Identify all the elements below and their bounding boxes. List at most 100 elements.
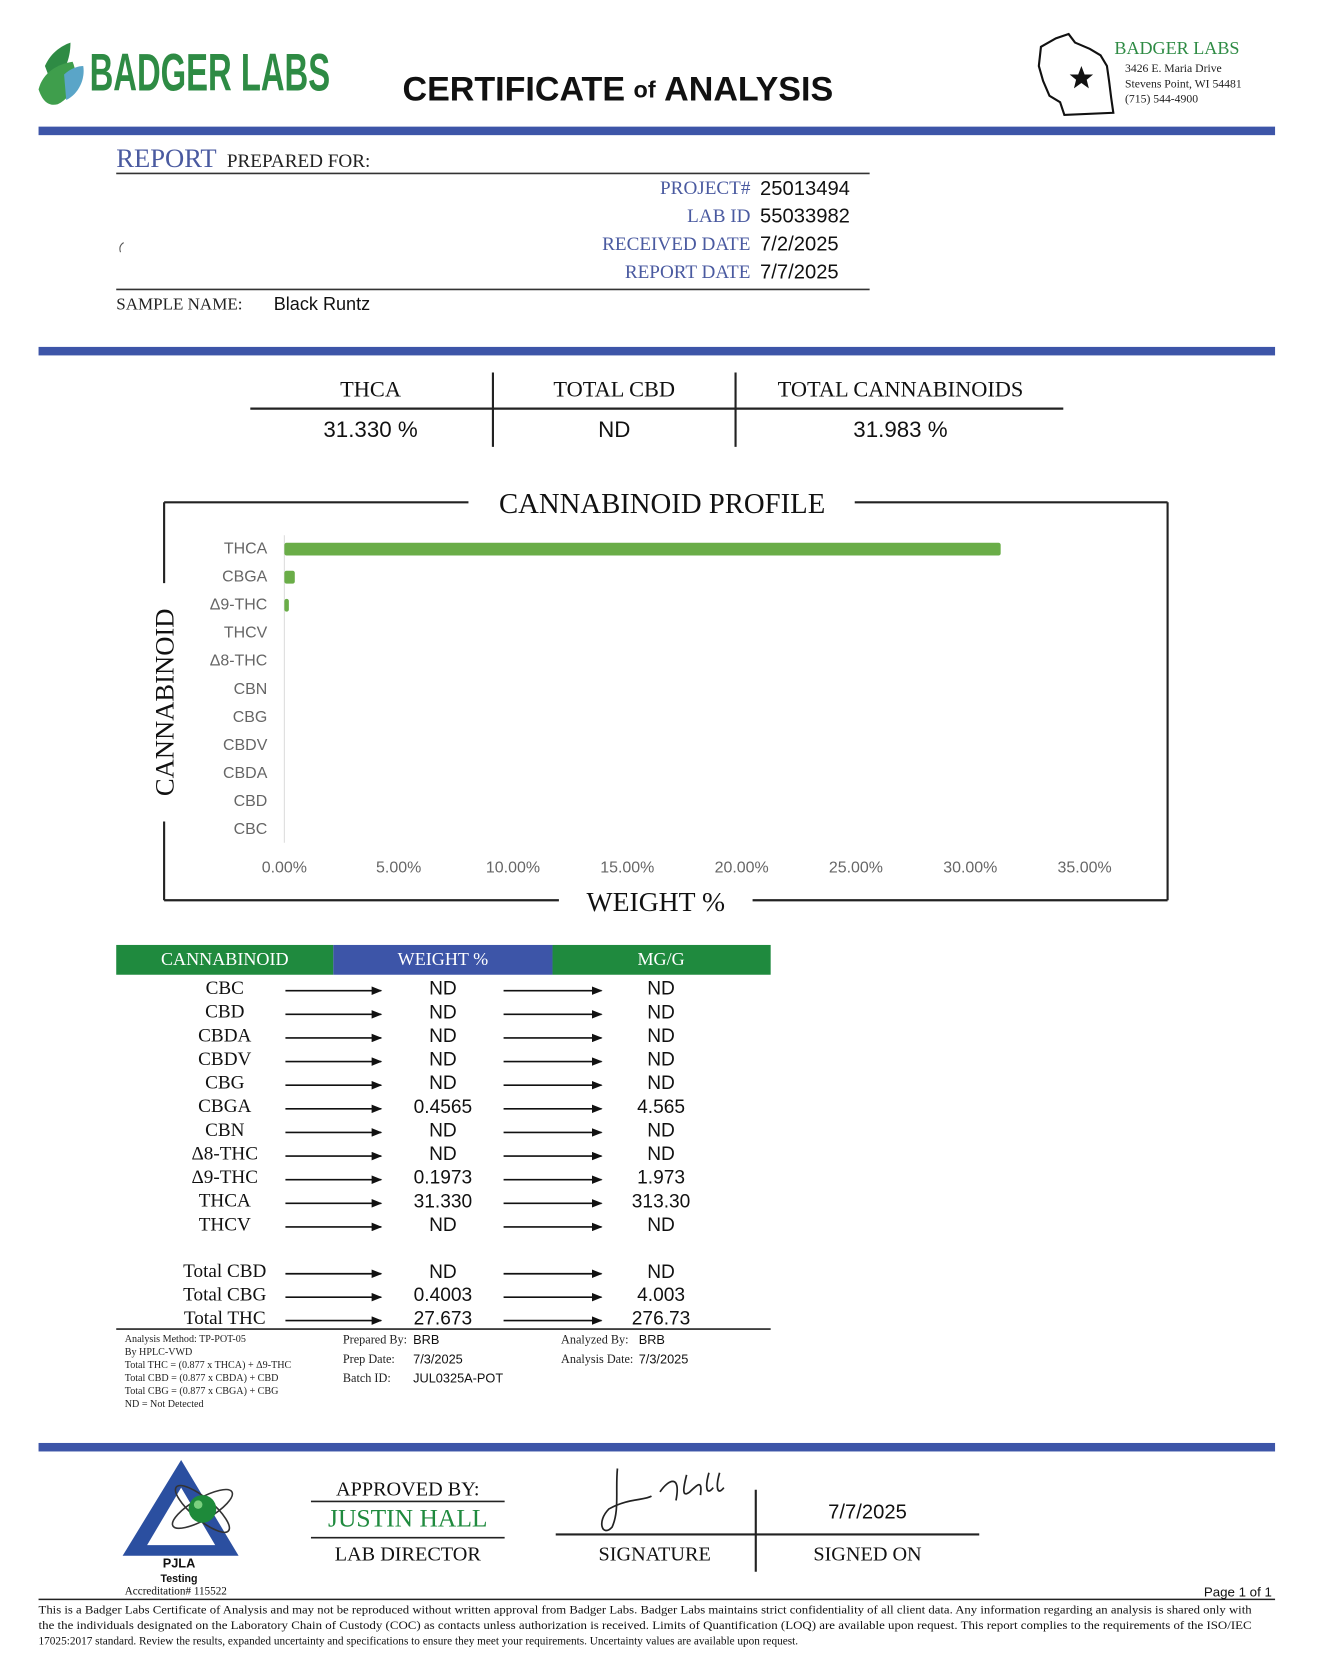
- pjla-name: PJLA: [163, 1556, 196, 1571]
- table-cell-name: CBG: [205, 1073, 245, 1094]
- lab-address: 3426 E. Maria Drive: [1125, 62, 1222, 75]
- prep-label: Batch ID:: [343, 1371, 391, 1385]
- table-cell-mg: ND: [647, 1120, 675, 1141]
- report-heading: REPORT: [116, 143, 216, 173]
- table-cell-weight: ND: [429, 1262, 457, 1283]
- pjla-logo: [122, 1459, 239, 1556]
- analysis-value: 7/3/2025: [639, 1351, 689, 1366]
- method-note: ND = Not Detected: [125, 1399, 204, 1410]
- method-note: Total CBG = (0.877 x CBGA) + CBG: [125, 1386, 279, 1397]
- field-label: PROJECT#: [660, 178, 751, 199]
- y-tick-label: CBC: [234, 821, 268, 838]
- table-cell-weight: ND: [429, 1026, 457, 1047]
- x-tick-label: 0.00%: [262, 860, 307, 877]
- table-cell-mg: 313.30: [632, 1191, 691, 1212]
- signed-date: 7/7/2025: [828, 1502, 907, 1524]
- y-tick-label: Δ8-THC: [210, 653, 268, 670]
- y-tick-label: CBD: [234, 793, 268, 810]
- approved-label: APPROVED BY:: [336, 1478, 480, 1500]
- prep-label: Prep Date:: [343, 1352, 395, 1366]
- method-note: Total CBD = (0.877 x CBDA) + CBD: [125, 1373, 279, 1384]
- x-tick-label: 25.00%: [829, 860, 883, 877]
- table-cell-weight: ND: [429, 1073, 457, 1094]
- table-cell-name: Total CBD: [183, 1261, 266, 1282]
- brand-logo: [38, 42, 84, 105]
- table-cell-name: CBDV: [198, 1049, 251, 1070]
- x-axis-label: WEIGHT %: [586, 886, 725, 917]
- table-cell-mg: ND: [647, 1215, 675, 1236]
- table-cell-mg: ND: [647, 1144, 675, 1165]
- table-cell-name: CBGA: [198, 1096, 251, 1117]
- summary-value: ND: [598, 417, 630, 442]
- table-cell-weight: 27.673: [414, 1309, 473, 1330]
- chart-title: CANNABINOID PROFILE: [499, 488, 825, 520]
- table-cell-weight: ND: [429, 979, 457, 1000]
- brand-name: BADGER LABS: [90, 44, 330, 103]
- y-axis-label: CANNABINOID: [149, 609, 179, 797]
- summary-value: 31.330 %: [323, 417, 417, 442]
- sample-name: Black Runtz: [274, 294, 370, 314]
- signed-label: SIGNED ON: [813, 1543, 922, 1565]
- table-cell-weight: 31.330: [414, 1191, 473, 1212]
- signature: [600, 1468, 725, 1532]
- table-cell-mg: ND: [647, 1073, 675, 1094]
- approver-role: LAB DIRECTOR: [335, 1543, 482, 1565]
- table-cell-weight: ND: [429, 1050, 457, 1071]
- method-note: Analysis Method: TP-POT-05: [125, 1334, 246, 1345]
- table-cell-weight: ND: [429, 1120, 457, 1141]
- title-part: of: [634, 77, 656, 103]
- bar: [284, 598, 289, 612]
- bar: [284, 542, 1001, 556]
- table-cell-mg: ND: [647, 1026, 675, 1047]
- table-cell-name: CBC: [206, 978, 244, 999]
- table-header-cell: [333, 944, 553, 975]
- table-cell-weight: ND: [429, 1144, 457, 1165]
- divider-bar: [38, 1442, 1276, 1452]
- x-tick-label: 20.00%: [715, 860, 769, 877]
- mark: [119, 242, 124, 253]
- summary-label: TOTAL CANNABINOIDS: [778, 377, 1024, 402]
- table-cell-weight: ND: [429, 1002, 457, 1023]
- table-cell-name: CBN: [205, 1120, 245, 1141]
- y-tick-label: THCA: [224, 540, 268, 557]
- report-heading-rest: PREPARED FOR:: [227, 151, 370, 172]
- y-tick-label: CBG: [233, 709, 268, 726]
- table-cell-weight: 0.1973: [414, 1168, 473, 1189]
- chart-frame: [163, 501, 1169, 902]
- method-note: By HPLC-VWD: [125, 1347, 193, 1358]
- y-tick-label: CBGA: [222, 568, 268, 585]
- table-cell-weight: 0.4565: [414, 1097, 473, 1118]
- state-map: [1037, 32, 1115, 117]
- summary-label: TOTAL CBD: [553, 377, 675, 402]
- table-cell-name: Total CBG: [183, 1284, 266, 1305]
- table-cell-weight: 0.4003: [414, 1285, 473, 1306]
- summary-value: 31.983 %: [853, 417, 947, 442]
- x-tick-label: 5.00%: [376, 860, 421, 877]
- field-value: 7/2/2025: [760, 234, 839, 256]
- table-cell-mg: 276.73: [632, 1309, 691, 1330]
- sample-label: SAMPLE NAME:: [116, 294, 242, 313]
- page-number: Page 1 of 1: [1204, 1585, 1272, 1600]
- table-cell-name: Δ8-THC: [191, 1143, 258, 1164]
- lab-name: BADGER LABS: [1114, 38, 1239, 58]
- table-cell-mg: ND: [647, 1262, 675, 1283]
- disclaimer: the the individuals designated on the La…: [39, 1620, 1252, 1632]
- table-cell-mg: 1.973: [637, 1168, 685, 1189]
- table-cell-mg: ND: [647, 1002, 675, 1023]
- bar: [284, 570, 295, 584]
- prep-value: BRB: [413, 1332, 439, 1347]
- table-cell-name: THCA: [199, 1191, 251, 1212]
- table-header-cell: [552, 944, 771, 975]
- analysis-label: Analyzed By:: [561, 1333, 629, 1347]
- analysis-label: Analysis Date:: [561, 1352, 633, 1366]
- field-value: 25013494: [760, 178, 850, 200]
- disclaimer: This is a Badger Labs Certificate of Ana…: [39, 1605, 1253, 1617]
- table-cell-mg: 4.565: [637, 1097, 685, 1118]
- table-cell-mg: ND: [647, 1050, 675, 1071]
- prep-value: JUL0325A-POT: [413, 1370, 503, 1385]
- divider-bar: [38, 346, 1276, 356]
- analysis-value: BRB: [639, 1332, 665, 1347]
